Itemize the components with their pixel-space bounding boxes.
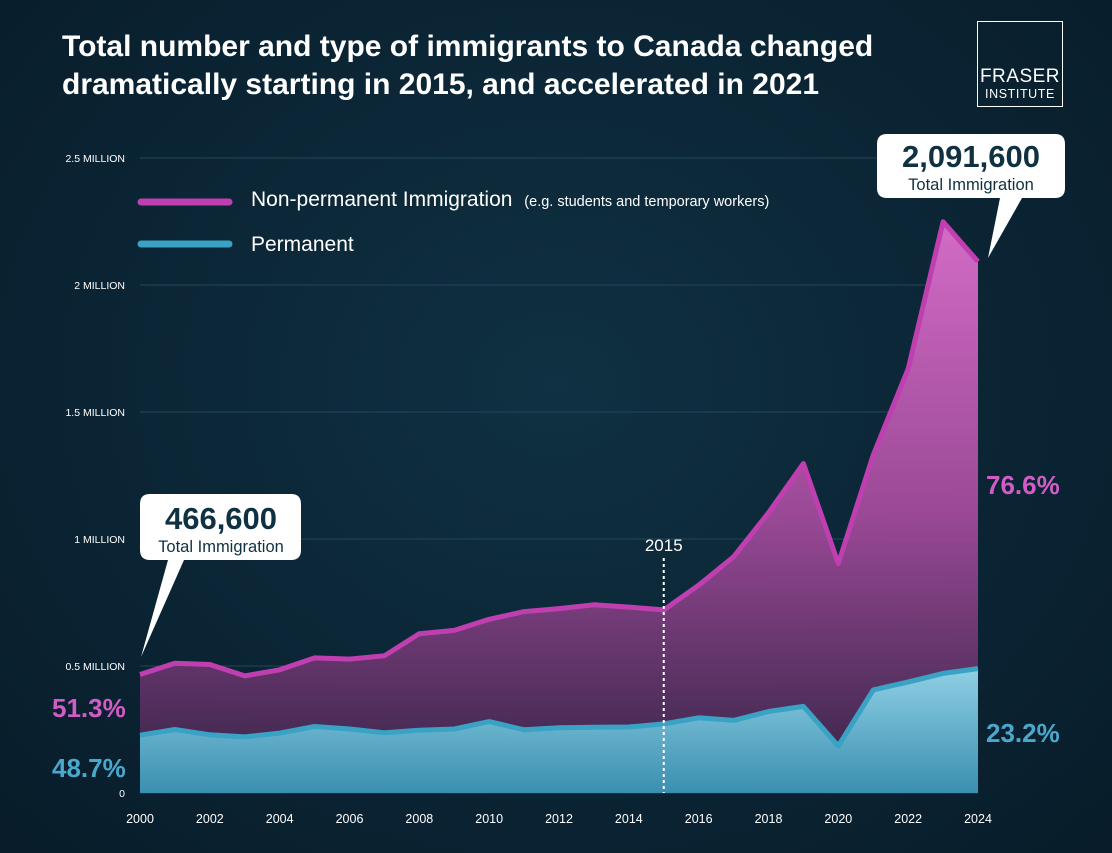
legend: Non-permanent Immigration (e.g. students… <box>137 188 769 256</box>
y-tick-label: 0 <box>119 788 125 800</box>
x-tick-label: 2010 <box>475 812 503 826</box>
x-tick-label: 2008 <box>405 812 433 826</box>
logo-line-1: FRASER <box>979 66 1061 87</box>
callout-start: 466,600 Total Immigration <box>140 494 301 657</box>
y-tick-label: 2 MILLION <box>74 280 125 292</box>
x-tick-label: 2020 <box>824 812 852 826</box>
y-tick-label: 0.5 MILLION <box>65 661 125 673</box>
callout-start-bubble <box>140 494 301 657</box>
x-tick-label: 2014 <box>615 812 643 826</box>
legend-label-non-permanent: Non-permanent Immigration (e.g. students… <box>251 188 769 211</box>
legend-label-permanent: Permanent <box>251 233 354 256</box>
share-end-permanent: 23.2% <box>986 718 1060 748</box>
x-axis-tick-labels: 2000 2002 2004 2006 2008 2010 2012 2014 2016 2018… <box>126 812 992 826</box>
share-start-permanent: 48.7% <box>52 753 126 783</box>
y-axis-tick-labels: 0 0.5 MILLION 1 MILLION 1.5 MILLION 2 MILLIO… <box>65 153 125 800</box>
non-permanent-line <box>139 219 980 679</box>
permanent-line <box>139 666 979 749</box>
callout-end-value: 2,091,600 <box>902 139 1040 174</box>
x-tick-label: 2002 <box>196 812 224 826</box>
x-tick-label: 2018 <box>755 812 783 826</box>
x-tick-label: 2024 <box>964 812 992 826</box>
permanent-area <box>140 668 978 793</box>
x-tick-label: 2016 <box>685 812 713 826</box>
legend-note-non-permanent: (e.g. students and temporary workers) <box>524 194 769 210</box>
share-end-non-permanent: 76.6% <box>986 470 1060 500</box>
x-tick-label: 2000 <box>126 812 154 826</box>
callout-end: 2,091,600 Total Immigration <box>877 134 1065 258</box>
fraser-institute-logo: FRASER INSTITUTE <box>977 21 1063 107</box>
series-areas <box>139 219 980 793</box>
chart-title: Total number and type of immigrants to C… <box>62 30 874 101</box>
logo-line-2: INSTITUTE <box>985 87 1055 101</box>
legend-name-non-permanent: Non-permanent Immigration <box>251 188 512 211</box>
x-tick-label: 2022 <box>894 812 922 826</box>
x-tick-label: 2012 <box>545 812 573 826</box>
share-start-non-permanent: 51.3% <box>52 693 126 723</box>
callout-start-value: 466,600 <box>165 501 277 536</box>
callout-end-bubble <box>877 134 1065 258</box>
year-2015-marker-label: 2015 <box>645 536 683 555</box>
x-tick-label: 2004 <box>266 812 294 826</box>
y-tick-label: 1 MILLION <box>74 534 125 546</box>
x-tick-label: 2006 <box>336 812 364 826</box>
y-tick-label: 2.5 MILLION <box>65 153 125 165</box>
non-permanent-area <box>140 221 978 747</box>
year-2015-marker: 2015 <box>645 536 683 793</box>
callout-end-label: Total Immigration <box>908 176 1034 194</box>
y-tick-label: 1.5 MILLION <box>65 407 125 419</box>
callout-start-label: Total Immigration <box>158 538 284 556</box>
